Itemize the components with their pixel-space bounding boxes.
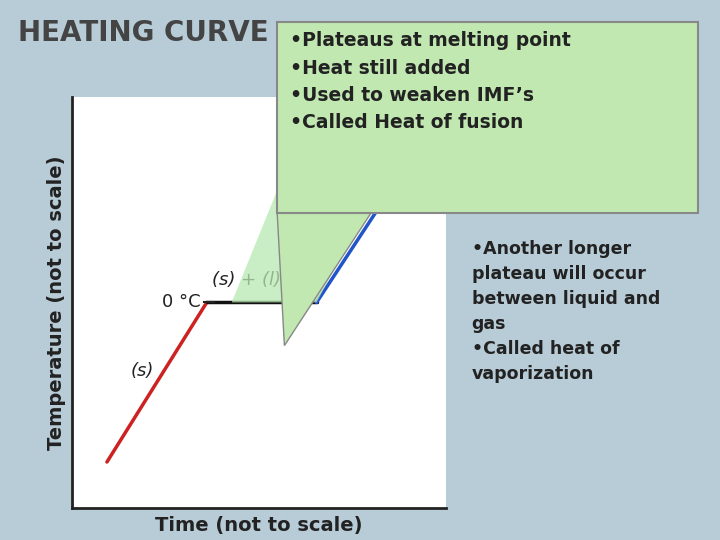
Text: •Plateaus at melting point
•Heat still added
•Used to weaken IMF’s
•Called Heat : •Plateaus at melting point •Heat still a… xyxy=(290,31,571,132)
Text: HEATING CURVE: HEATING CURVE xyxy=(18,19,269,47)
Text: 0 °C: 0 °C xyxy=(162,293,201,312)
Text: •Another longer
plateau will occur
between liquid and
gas
•Called heat of
vapori: •Another longer plateau will occur betwe… xyxy=(472,240,660,383)
Text: (s) + (l): (s) + (l) xyxy=(212,271,282,288)
X-axis label: Time (not to scale): Time (not to scale) xyxy=(156,516,363,535)
Text: (l): (l) xyxy=(372,179,391,198)
Y-axis label: Temperature (not to scale): Temperature (not to scale) xyxy=(48,155,66,450)
Text: (s): (s) xyxy=(130,362,153,380)
Polygon shape xyxy=(232,179,382,302)
